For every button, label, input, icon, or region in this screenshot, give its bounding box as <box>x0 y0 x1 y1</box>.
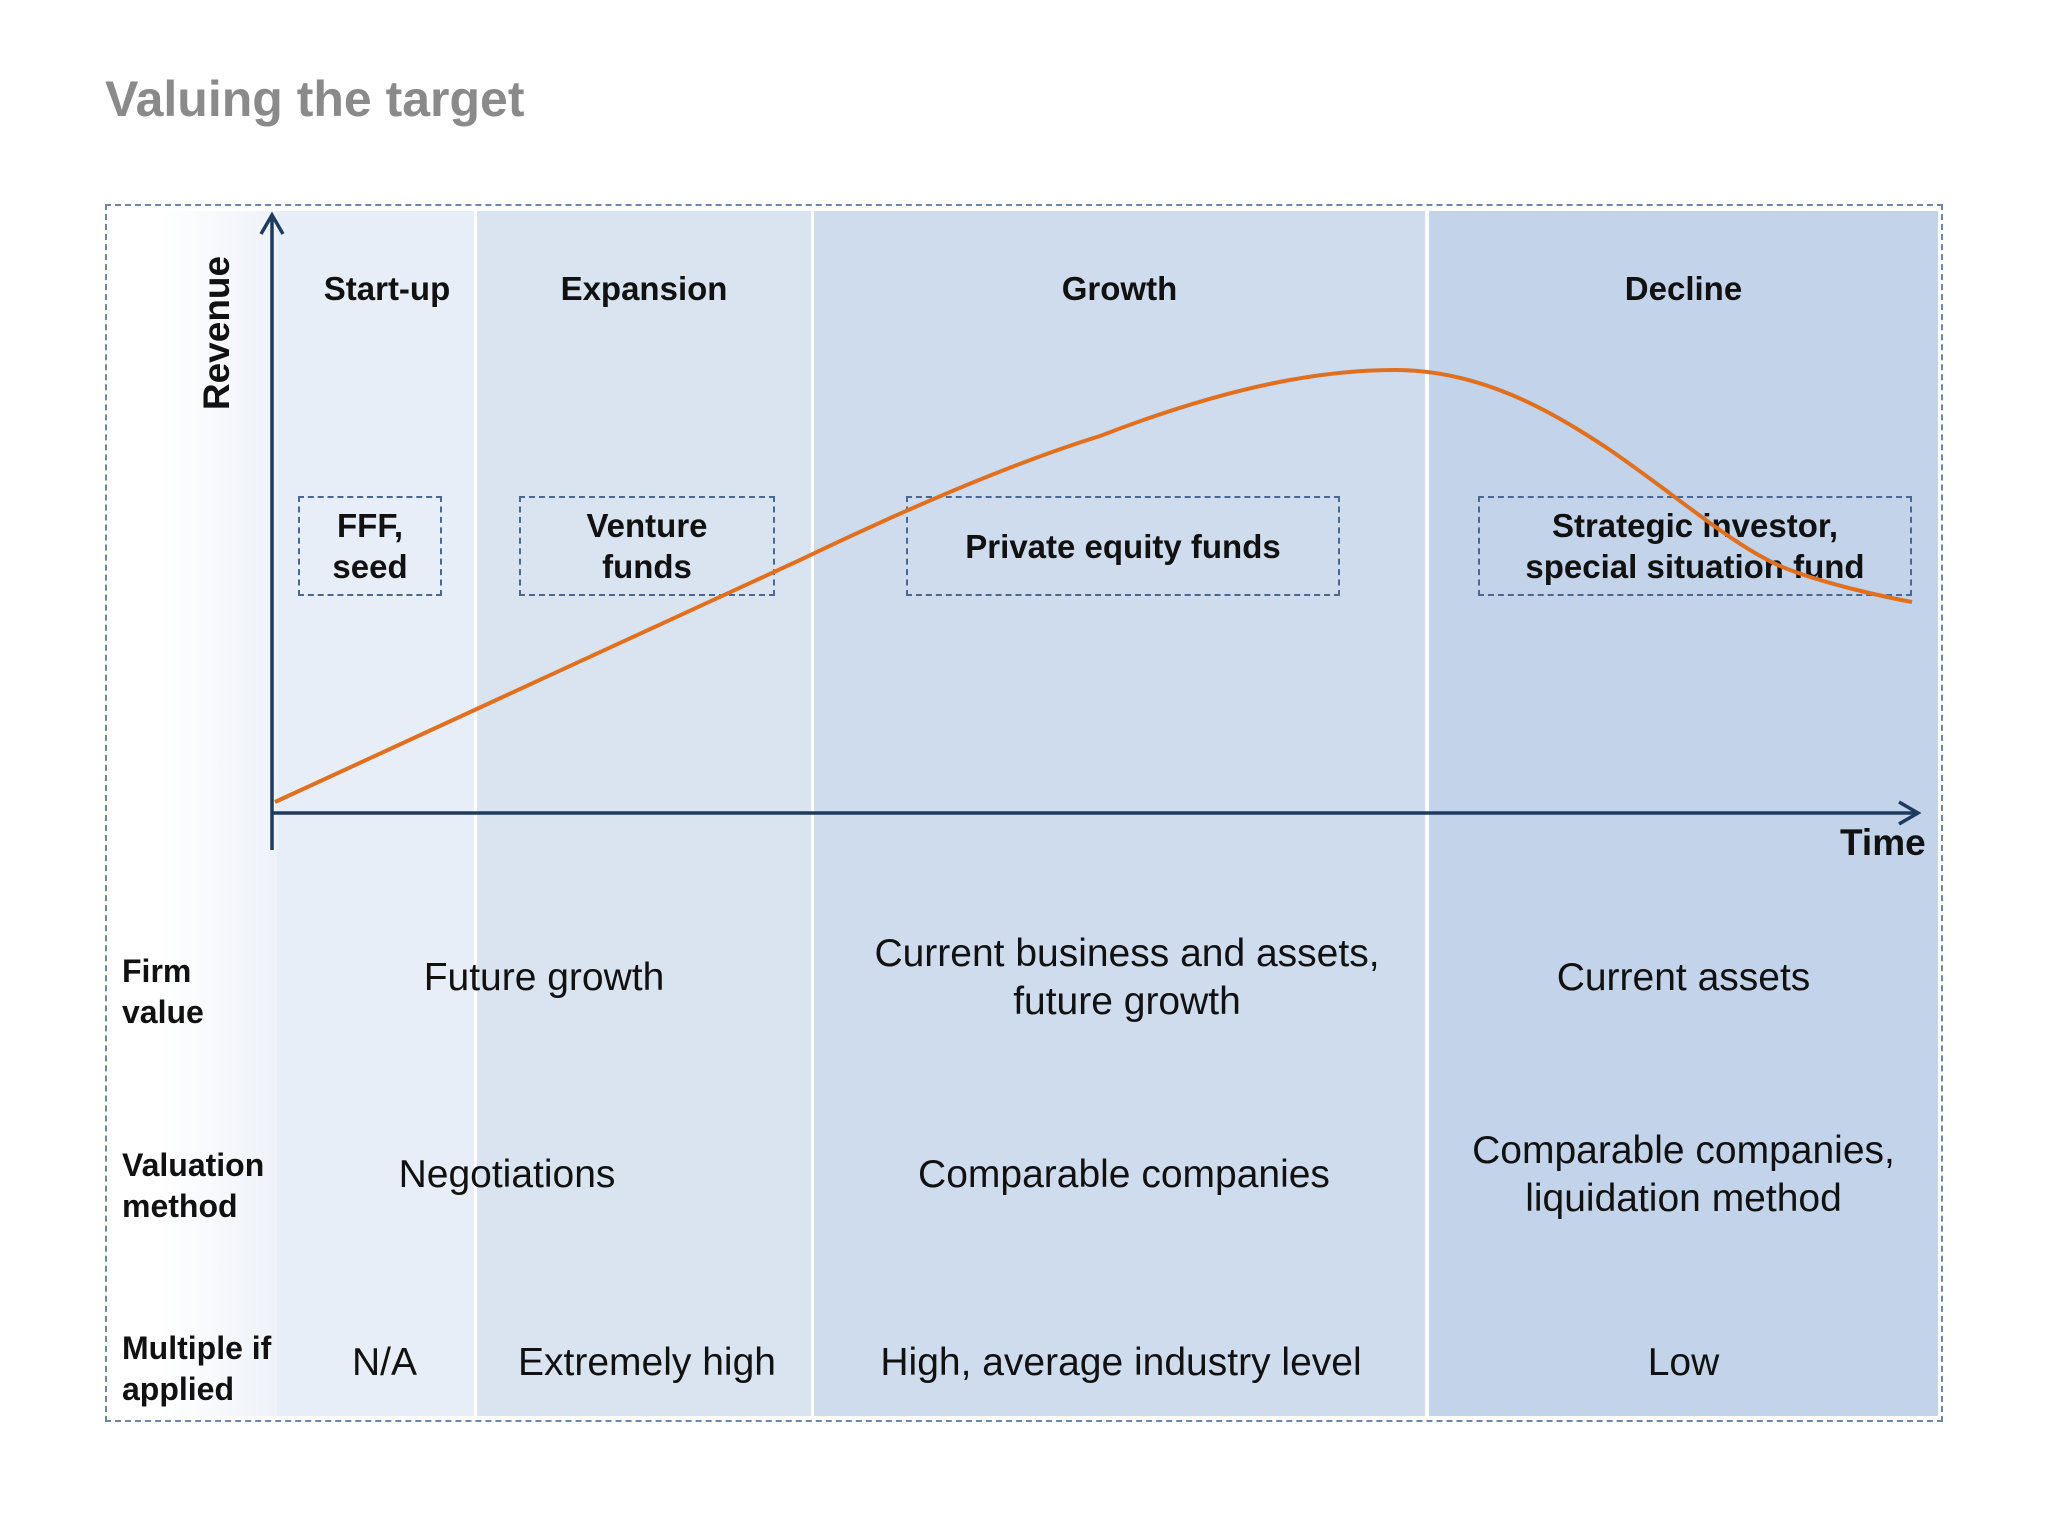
cell-firm-value-growth: Current business and assets, future grow… <box>874 932 1380 1023</box>
slide-title: Valuing the target <box>105 71 525 127</box>
row-label-firm-value: Firm value <box>122 953 204 1030</box>
cell-multiple-startup: N/A <box>351 1341 417 1384</box>
row-label-valuation-method: Valuation method <box>122 1147 265 1224</box>
stage-column-growth <box>814 211 1425 1416</box>
cell-firm-value-decline: Current assets <box>1556 956 1811 999</box>
cell-valuation-decline: Comparable companies, liquidation method <box>1472 1129 1895 1220</box>
y-axis-label: Revenue <box>196 255 237 411</box>
investor-box-venture-funds: Venture funds <box>519 496 775 596</box>
cell-valuation-growth: Comparable companies <box>918 1153 1330 1196</box>
cell-multiple-expansion: Extremely high <box>518 1341 776 1384</box>
stage-column-startup <box>277 211 474 1416</box>
investor-box-fff-seed: FFF, seed <box>298 496 442 596</box>
stage-title-decline: Decline <box>1624 270 1743 307</box>
cell-valuation-startup-expansion: Negotiations <box>398 1153 616 1196</box>
stage-column-decline <box>1429 211 1938 1416</box>
cell-multiple-decline: Low <box>1647 1341 1720 1384</box>
stage-title-expansion: Expansion <box>560 270 728 307</box>
investor-label-venture-funds: Venture funds <box>586 507 708 585</box>
investor-box-strategic-investor: Strategic investor, special situation fu… <box>1478 496 1912 596</box>
cell-multiple-growth: High, average industry level <box>880 1341 1362 1384</box>
investor-label-private-equity: Private equity funds <box>965 527 1281 565</box>
row-label-column-background <box>160 211 277 1416</box>
cell-firm-value-startup-expansion: Future growth <box>423 956 665 999</box>
stage-title-startup: Start-up <box>323 270 451 307</box>
investor-label-fff-seed: FFF, seed <box>332 507 408 585</box>
investor-label-strategic-investor: Strategic investor, special situation fu… <box>1525 507 1865 585</box>
stage-column-expansion <box>477 211 811 1416</box>
x-axis-label: Time <box>1840 822 1926 863</box>
row-label-multiple: Multiple if applied <box>122 1330 272 1407</box>
stage-title-growth: Growth <box>1061 270 1178 307</box>
investor-box-private-equity: Private equity funds <box>906 496 1340 596</box>
